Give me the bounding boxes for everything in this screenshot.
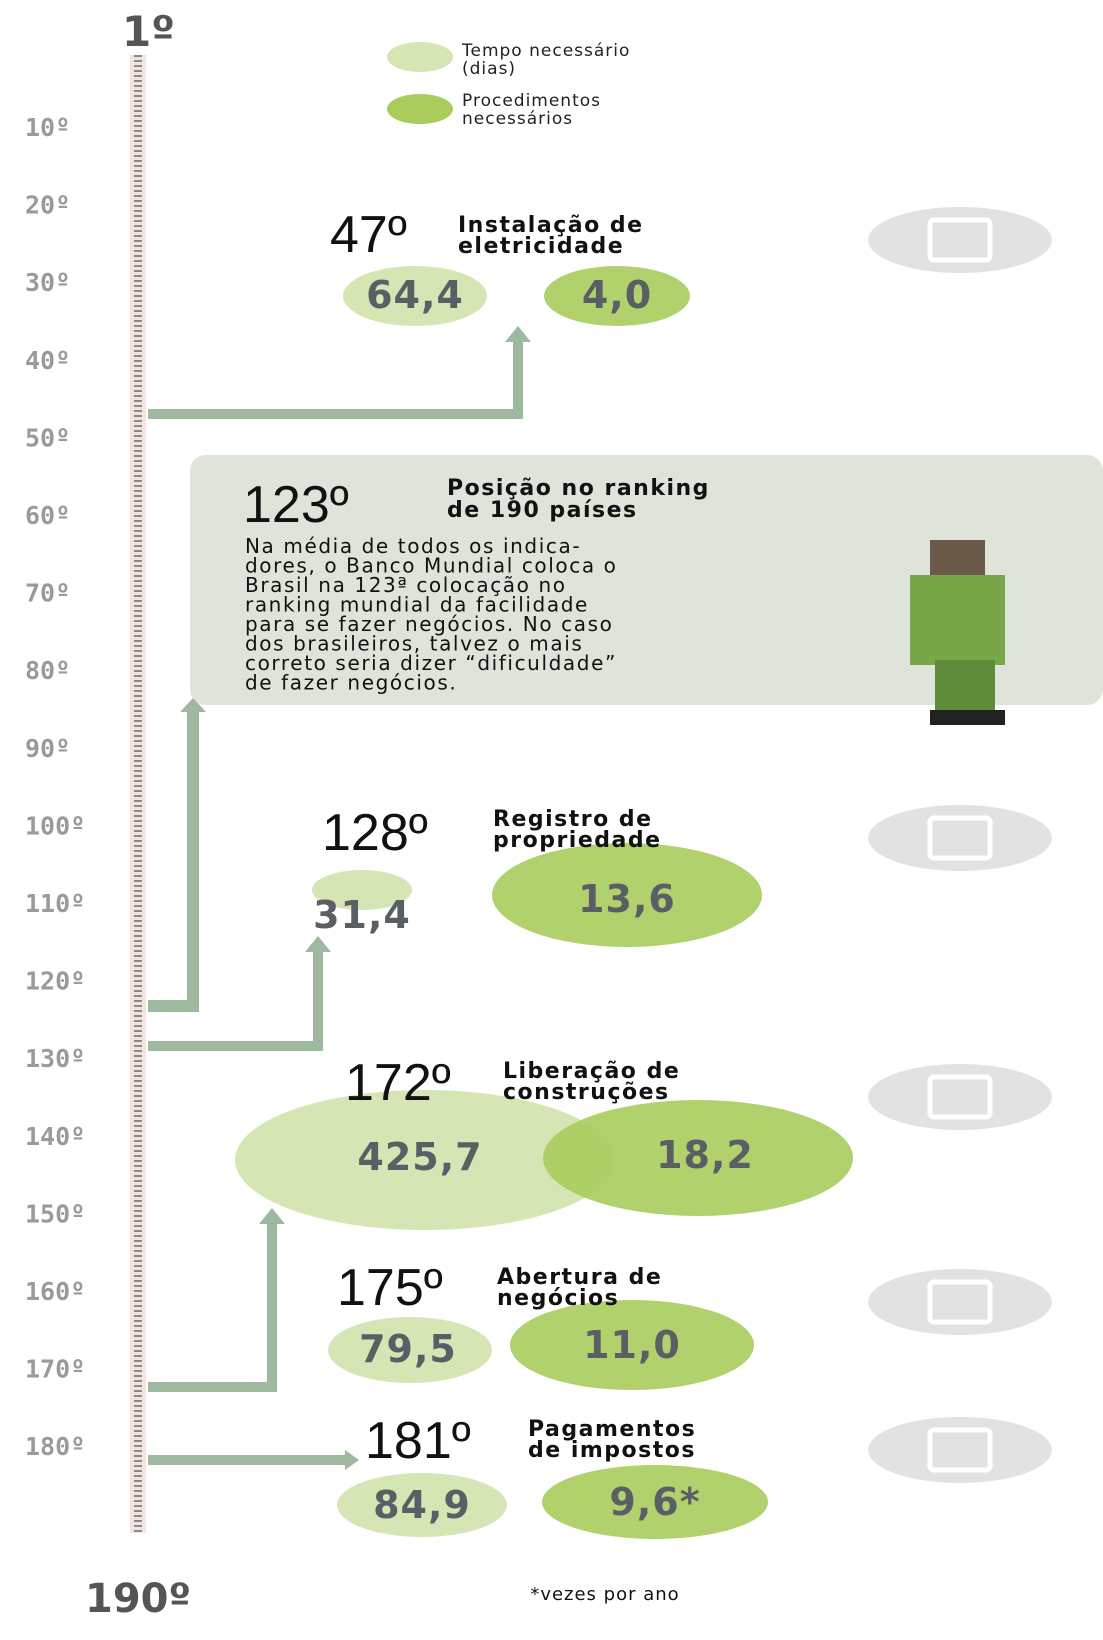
scale-bar — [130, 55, 146, 1533]
scale-tick: 60º — [25, 501, 70, 530]
days-bubble — [337, 1473, 507, 1537]
legend-swatch — [387, 94, 453, 124]
icon — [868, 805, 1052, 871]
connector — [148, 712, 199, 1012]
indicator-title: Registro de — [493, 807, 653, 832]
scale-tick: 180º — [25, 1432, 85, 1461]
procedures-value: 18,2 — [656, 1133, 754, 1177]
icon-glyph — [927, 1074, 993, 1120]
scale-tick: 30º — [25, 268, 70, 297]
scale-tick: 130º — [25, 1044, 85, 1073]
icon — [868, 1269, 1052, 1335]
indicator-title: construções — [503, 1080, 670, 1105]
indicator-rank: 181º — [365, 1412, 471, 1470]
summary-text: dos brasileiros, talvez o mais — [245, 632, 583, 656]
summary-text: Brasil na 123ª colocação no — [245, 573, 567, 597]
procedures-bubble — [544, 266, 690, 326]
indicator-title: Pagamentos — [528, 1417, 696, 1442]
icon-glyph — [927, 1279, 993, 1325]
indicator-title: negócios — [497, 1286, 619, 1311]
legend-label: (dias) — [462, 59, 516, 79]
indicator-rank: 175º — [337, 1259, 443, 1317]
procedures-value: 11,0 — [583, 1323, 681, 1367]
scale-tick: 50º — [25, 423, 70, 452]
days-value: 31,4 — [313, 893, 411, 937]
icon — [868, 207, 1052, 273]
scale-tick: 140º — [25, 1122, 85, 1151]
icon — [868, 1064, 1052, 1130]
procedures-bubble — [510, 1300, 754, 1390]
scale-tick: 20º — [25, 191, 70, 220]
summary-text: dores, o Banco Mundial coloca o — [245, 554, 618, 578]
footnote: *vezes por ano — [530, 1584, 679, 1605]
summary-title: Posição no ranking — [447, 476, 710, 501]
indicator-title: Abertura de — [497, 1265, 662, 1290]
summary-title: de 190 países — [447, 498, 638, 523]
days-bubble — [343, 266, 487, 326]
summary-text: de fazer negócios. — [245, 671, 457, 695]
connector — [148, 1222, 277, 1392]
scale-tick: 120º — [25, 967, 85, 996]
indicator-title: de impostos — [528, 1438, 696, 1463]
summary-text: ranking mundial da facilidade — [245, 593, 589, 617]
days-value: 84,9 — [373, 1483, 471, 1527]
scale-tick: 80º — [25, 656, 70, 685]
procedures-bubble — [542, 1465, 768, 1539]
indicator-title: Liberação de — [503, 1059, 680, 1084]
scale-top: 1º — [122, 7, 175, 56]
days-value: 79,5 — [359, 1327, 457, 1371]
summary-text: correto seria dizer “dificuldade” — [245, 651, 617, 675]
scale-bottom: 190º — [85, 1576, 191, 1622]
figure — [910, 540, 1005, 725]
procedures-bubble — [492, 843, 762, 947]
scale-tick: 70º — [25, 579, 70, 608]
legend-label: necessários — [462, 109, 573, 129]
days-value: 425,7 — [357, 1135, 482, 1179]
icon-glyph — [927, 217, 993, 263]
indicator-title: Instalação de — [458, 213, 644, 238]
scale-tick: 160º — [25, 1277, 85, 1306]
indicator-title: eletricidade — [458, 234, 624, 259]
arrowhead — [259, 1208, 285, 1224]
indicator-rank: 47º — [330, 206, 407, 264]
days-bubble — [235, 1090, 615, 1230]
procedures-value: 4,0 — [582, 273, 652, 317]
legend-swatch — [387, 42, 453, 72]
days-bubble — [328, 1317, 492, 1383]
indicator-rank: 172º — [345, 1054, 451, 1112]
icon — [868, 1417, 1052, 1483]
arrowhead — [505, 326, 531, 342]
icon-glyph — [927, 815, 993, 861]
summary-text: Na média de todos os indica- — [245, 534, 581, 558]
connector — [148, 340, 523, 419]
procedures-bubble — [543, 1100, 853, 1216]
scale-tick: 40º — [25, 346, 70, 375]
days-value: 64,4 — [366, 273, 464, 317]
arrowhead — [180, 698, 206, 712]
arrowhead — [305, 936, 331, 952]
scale-tick: 110º — [25, 889, 85, 918]
days-bubble — [312, 870, 412, 910]
scale-tick: 100º — [25, 811, 85, 840]
legend-label: Procedimentos — [462, 91, 601, 111]
summary-rank: 123º — [243, 476, 349, 534]
arrowhead — [345, 1450, 359, 1470]
icon-glyph — [927, 1427, 993, 1473]
procedures-value: 13,6 — [578, 877, 676, 921]
scale-tick: 170º — [25, 1355, 85, 1384]
summary-box — [190, 455, 1103, 705]
indicator-title: propriedade — [493, 828, 662, 853]
legend-label: Tempo necessário — [461, 41, 630, 61]
scale-tick: 10º — [25, 113, 70, 142]
connector — [148, 950, 323, 1051]
scale-tick: 90º — [25, 734, 70, 763]
procedures-value: 9,6* — [609, 1480, 700, 1524]
indicator-rank: 128º — [322, 804, 428, 862]
summary-text: para se fazer negócios. No caso — [245, 612, 613, 636]
scale-tick: 150º — [25, 1199, 85, 1228]
